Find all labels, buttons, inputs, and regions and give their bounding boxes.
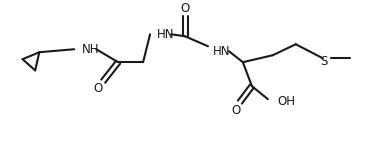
Text: NH: NH — [82, 43, 100, 56]
Text: S: S — [320, 55, 328, 68]
Text: OH: OH — [278, 95, 296, 108]
Text: O: O — [180, 2, 190, 15]
Text: O: O — [93, 82, 103, 95]
Text: O: O — [231, 104, 241, 117]
Text: HN: HN — [213, 45, 230, 58]
Text: HN: HN — [157, 28, 174, 41]
